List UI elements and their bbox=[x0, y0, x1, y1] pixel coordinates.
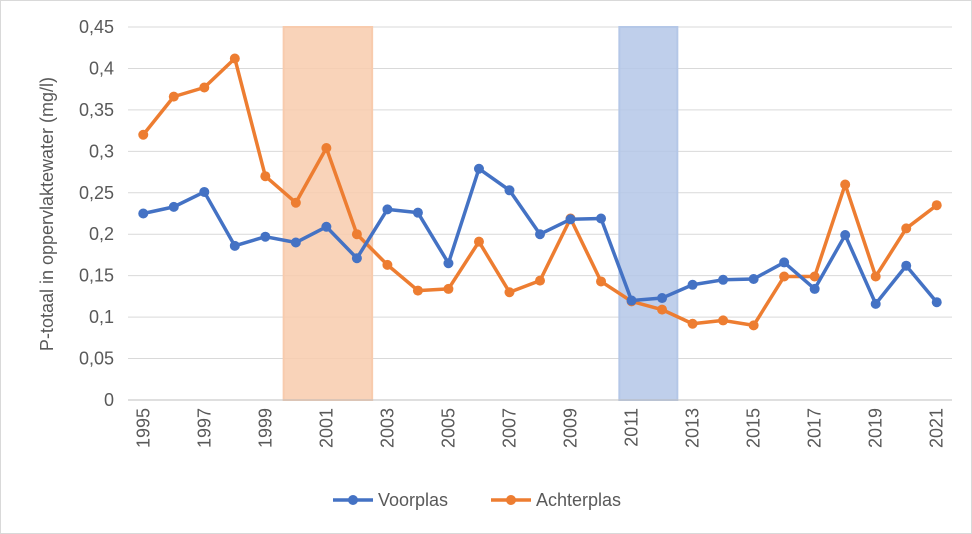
y-axis-title: P-totaal in oppervlaktewater (mg/l) bbox=[37, 77, 57, 351]
y-tick-label: 0,2 bbox=[89, 224, 114, 244]
x-tick-label: 2011 bbox=[622, 408, 642, 447]
data-point-achterplas bbox=[535, 275, 545, 286]
data-point-achterplas bbox=[321, 143, 332, 154]
data-point-voorplas bbox=[382, 204, 393, 215]
data-point-voorplas bbox=[504, 185, 515, 196]
data-point-achterplas bbox=[779, 271, 790, 282]
data-point-voorplas bbox=[687, 279, 698, 290]
gridlines bbox=[128, 26, 952, 360]
series-lines bbox=[138, 53, 942, 331]
data-point-voorplas bbox=[748, 273, 759, 284]
data-point-achterplas bbox=[687, 318, 698, 329]
x-tick-label: 2019 bbox=[866, 408, 886, 448]
data-point-achterplas bbox=[199, 82, 210, 93]
y-tick-label: 0,1 bbox=[89, 307, 114, 327]
data-point-voorplas bbox=[718, 274, 729, 285]
y-tick-label: 0,3 bbox=[89, 141, 114, 161]
data-point-voorplas bbox=[840, 230, 851, 241]
data-point-voorplas bbox=[168, 201, 179, 212]
y-tick-label: 0,45 bbox=[79, 17, 114, 37]
x-tick-label: 1995 bbox=[133, 408, 153, 448]
data-point-achterplas bbox=[596, 276, 607, 287]
data-point-achterplas bbox=[718, 315, 729, 326]
data-point-voorplas bbox=[412, 207, 423, 218]
data-point-voorplas bbox=[565, 214, 576, 225]
data-point-voorplas bbox=[290, 237, 301, 248]
x-tick-label: 2021 bbox=[927, 408, 947, 448]
data-point-voorplas bbox=[473, 163, 484, 174]
shaded-regions bbox=[282, 26, 679, 401]
data-point-achterplas bbox=[138, 129, 149, 140]
data-point-achterplas bbox=[748, 320, 759, 331]
x-tick-label: 2001 bbox=[316, 408, 336, 448]
data-point-achterplas bbox=[870, 271, 881, 282]
data-point-voorplas bbox=[351, 253, 362, 264]
x-tick-label: 2007 bbox=[499, 408, 519, 448]
data-point-voorplas bbox=[901, 260, 912, 271]
x-tick-label: 2005 bbox=[438, 408, 458, 448]
data-point-voorplas bbox=[535, 229, 545, 240]
shaded-region-2 bbox=[618, 26, 679, 401]
legend-label-achterplas: Achterplas bbox=[536, 490, 621, 510]
x-tick-label: 1997 bbox=[194, 408, 214, 448]
data-point-achterplas bbox=[260, 171, 271, 182]
x-tick-label: 2009 bbox=[561, 408, 581, 448]
y-tick-label: 0,25 bbox=[79, 183, 114, 203]
y-tick-label: 0,15 bbox=[79, 266, 114, 286]
data-point-voorplas bbox=[870, 298, 881, 309]
data-point-achterplas bbox=[290, 197, 301, 208]
x-tick-label: 2017 bbox=[805, 408, 825, 448]
data-point-voorplas bbox=[657, 293, 668, 304]
shaded-region-1 bbox=[282, 26, 374, 401]
data-point-voorplas bbox=[809, 283, 820, 294]
data-point-voorplas bbox=[443, 258, 454, 269]
y-tick-label: 0,4 bbox=[89, 58, 114, 78]
data-point-voorplas bbox=[321, 221, 332, 232]
data-point-achterplas bbox=[657, 304, 668, 315]
tick-labels: 0 0,05 0,1 0,15 0,2 0,25 0,3 0,35 0,4 0,45 1995 199… bbox=[79, 17, 947, 448]
data-point-voorplas bbox=[596, 213, 607, 224]
data-point-voorplas bbox=[779, 257, 790, 268]
y-tick-label: 0,35 bbox=[79, 100, 114, 120]
data-point-achterplas bbox=[443, 283, 454, 294]
legend: Voorplas Achterplas bbox=[333, 490, 621, 510]
data-point-achterplas bbox=[168, 91, 179, 102]
data-point-voorplas bbox=[138, 208, 149, 219]
data-point-voorplas bbox=[199, 186, 210, 197]
data-point-voorplas bbox=[260, 231, 271, 242]
data-point-achterplas bbox=[840, 179, 851, 190]
data-point-voorplas bbox=[931, 297, 942, 308]
legend-item-voorplas: Voorplas bbox=[333, 490, 448, 510]
data-point-achterplas bbox=[382, 259, 393, 270]
data-point-achterplas bbox=[504, 287, 515, 298]
data-point-voorplas bbox=[626, 295, 637, 306]
y-tick-label: 0,05 bbox=[79, 349, 114, 369]
x-tick-label: 1999 bbox=[255, 408, 275, 448]
x-tick-label: 2003 bbox=[377, 408, 397, 448]
x-tick-label: 2015 bbox=[744, 408, 764, 448]
data-point-achterplas bbox=[901, 223, 912, 234]
data-point-voorplas bbox=[229, 240, 240, 251]
data-point-achterplas bbox=[931, 200, 942, 211]
y-tick-label: 0 bbox=[104, 390, 114, 410]
data-point-achterplas bbox=[809, 271, 820, 282]
data-point-achterplas bbox=[351, 229, 362, 240]
data-point-achterplas bbox=[412, 285, 423, 296]
legend-item-achterplas: Achterplas bbox=[491, 490, 621, 510]
legend-label-voorplas: Voorplas bbox=[378, 490, 448, 510]
x-tick-label: 2013 bbox=[683, 408, 703, 448]
data-point-achterplas bbox=[229, 53, 240, 64]
data-point-achterplas bbox=[473, 236, 484, 247]
